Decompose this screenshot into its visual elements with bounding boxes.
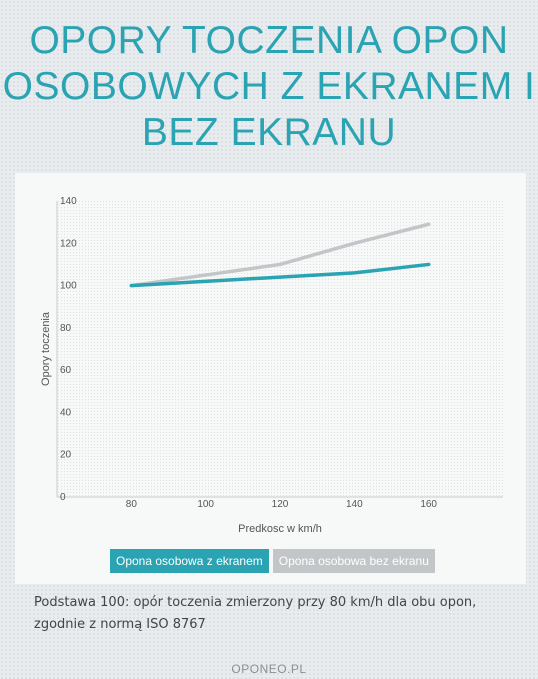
chart-card: 0 20 40 60 80 100 120 140 80 100 120 140 160 Predko… (15, 173, 526, 584)
legend-item-z-ekranem[interactable]: Opona osobowa z ekranem (110, 549, 269, 573)
footnote: Podstawa 100: opór toczenia zmierzony pr… (34, 595, 477, 632)
y-tick-label: 140 (60, 196, 77, 207)
title-line: BEZ EKRANU (141, 111, 397, 154)
x-tick-label: 160 (420, 499, 437, 510)
line-chart: 0 20 40 60 80 100 120 140 80 100 120 140 160 Predko… (40, 196, 503, 535)
y-tick-label: 120 (60, 238, 77, 249)
y-tick-label: 80 (60, 323, 72, 334)
y-tick-label: 60 (60, 365, 72, 376)
title-line: OSOBOWYCH Z EKRANEM I (2, 65, 536, 108)
x-tick-label: 140 (346, 499, 363, 510)
x-tick-label: 80 (126, 499, 138, 510)
y-tick-label: 0 (60, 492, 66, 503)
y-tick-label: 20 (60, 450, 72, 461)
page-title: OPORY TOCZENIA OPON OSOBOWYCH Z EKRANEM … (0, 18, 538, 156)
title-line: OPORY TOCZENIA OPON (29, 19, 509, 62)
series-line (129, 262, 431, 288)
y-tick-label: 100 (60, 281, 77, 292)
series-line (129, 222, 431, 288)
y-axis-label: Opory toczenia (40, 311, 52, 386)
x-tick-label: 100 (197, 499, 214, 510)
source-credit: OPONEO.PL (231, 662, 307, 676)
legend: Opona osobowa z ekranem Opona osobowa be… (110, 549, 435, 573)
y-tick-label: 40 (60, 407, 72, 418)
x-tick-label: 120 (272, 499, 289, 510)
legend-item-bez-ekranu[interactable]: Opona osobowa bez ekranu (272, 549, 435, 573)
x-axis-label: Predkosc w km/h (238, 523, 322, 535)
plot-area (57, 201, 503, 497)
